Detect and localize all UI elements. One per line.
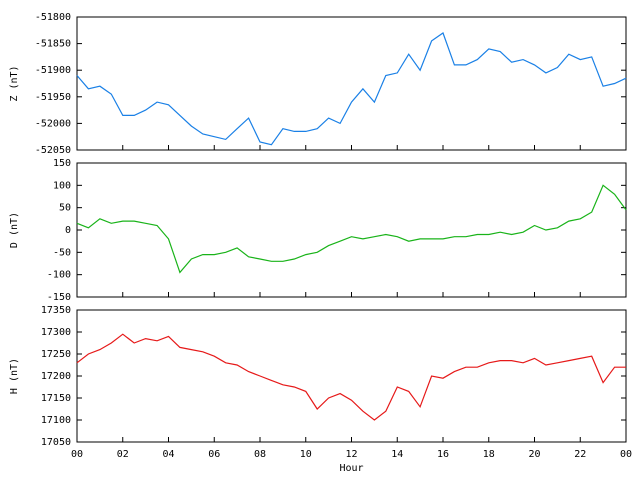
x-tick-label: 12 bbox=[345, 449, 357, 460]
y-tick-label: -51950 bbox=[35, 92, 71, 103]
y-tick-label: -50 bbox=[53, 247, 71, 258]
y-tick-label: 17200 bbox=[41, 371, 71, 382]
y-tick-label: 50 bbox=[59, 203, 71, 214]
x-tick-label: 08 bbox=[254, 449, 266, 460]
x-tick-label: 20 bbox=[528, 449, 540, 460]
x-tick-label: 14 bbox=[391, 449, 403, 460]
data-line bbox=[76, 184, 627, 274]
x-tick-label: 04 bbox=[162, 449, 174, 460]
plot-frame bbox=[76, 309, 627, 443]
y-tick-label: 17300 bbox=[41, 327, 71, 338]
y-axis-label: H (nT) bbox=[9, 358, 20, 394]
data-line bbox=[76, 333, 626, 421]
y-tick-label: 0 bbox=[65, 225, 71, 236]
y-tick-label: -100 bbox=[47, 270, 71, 281]
y-tick-label: 17050 bbox=[41, 437, 71, 448]
y-tick-label: 17250 bbox=[41, 349, 71, 360]
y-tick-label: 100 bbox=[53, 180, 71, 191]
x-tick-label: 18 bbox=[483, 449, 495, 460]
y-tick-label: -51900 bbox=[35, 65, 71, 76]
y-tick-label: -150 bbox=[47, 292, 71, 303]
y-axis-label: Z (nT) bbox=[9, 65, 20, 101]
y-tick-label: 17150 bbox=[41, 393, 71, 404]
x-tick-label: 22 bbox=[574, 449, 586, 460]
y-tick-label: -51800 bbox=[35, 12, 71, 23]
x-tick-label: 00 bbox=[71, 449, 83, 460]
y-tick-label: -52050 bbox=[35, 145, 71, 156]
y-tick-label: 17100 bbox=[41, 415, 71, 426]
x-tick-label: 00 bbox=[620, 449, 632, 460]
x-tick-label: 02 bbox=[117, 449, 129, 460]
y-tick-label: -51850 bbox=[35, 39, 71, 50]
y-axis-label: D (nT) bbox=[9, 212, 20, 248]
x-tick-label: 06 bbox=[208, 449, 220, 460]
plot-frame bbox=[76, 162, 627, 298]
y-tick-label: 17350 bbox=[41, 305, 71, 316]
x-tick-label: 16 bbox=[437, 449, 449, 460]
y-tick-label: -52000 bbox=[35, 118, 71, 129]
x-axis-label: Hour bbox=[339, 463, 363, 474]
plot-frame bbox=[76, 16, 627, 151]
y-tick-label: 150 bbox=[53, 158, 71, 169]
data-line bbox=[76, 32, 627, 146]
x-tick-label: 10 bbox=[300, 449, 312, 460]
